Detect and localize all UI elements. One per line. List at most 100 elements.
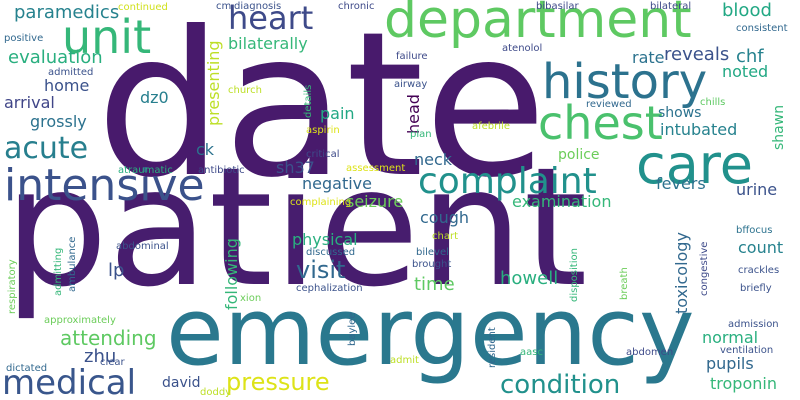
word-doddy: doddy: [200, 387, 232, 398]
word-crackles: crackles: [738, 265, 780, 276]
word-complaining: complaining: [290, 197, 352, 208]
word-paramedics: paramedics: [14, 2, 120, 23]
word-count: count: [738, 238, 784, 257]
word-positive: positive: [4, 33, 44, 44]
word-heart: heart: [228, 0, 314, 37]
word-abdominal: abdominal: [116, 241, 169, 252]
word-pain: pain: [320, 104, 355, 123]
word-critical: critical: [306, 149, 340, 160]
word-medical: medical: [2, 363, 137, 400]
word-emergency: emergency: [166, 278, 695, 387]
word-reviewed: reviewed: [586, 99, 632, 110]
word-history: history: [542, 54, 708, 110]
word-shows: shows: [658, 105, 702, 121]
word-xion: xion: [240, 293, 262, 304]
word-complaint: complaint: [418, 161, 597, 202]
word-visit: visit: [296, 256, 346, 284]
word-time: time: [414, 274, 455, 295]
word-admission: admission: [728, 319, 779, 330]
word-church: church: [228, 85, 262, 96]
word-chart: chart: [432, 231, 458, 242]
word-ambulance: ambulance: [67, 236, 78, 292]
word-pupils: pupils: [706, 354, 754, 373]
word-noted: noted: [722, 62, 769, 81]
word-clear: clear: [100, 357, 125, 368]
word-brought: brought: [412, 259, 452, 270]
word-troponin: troponin: [710, 374, 777, 393]
word-admitted: admitted: [48, 67, 94, 78]
word-condition: condition: [500, 370, 621, 400]
word-chf: chf: [736, 46, 764, 67]
word-baylee: baylee: [347, 312, 358, 346]
word-diagnosis: diagnosis: [234, 1, 282, 12]
word-fevers: fevers: [656, 174, 706, 193]
word-chronic: chronic: [338, 1, 375, 12]
word-date: date: [96, 0, 547, 222]
word-continued: continued: [118, 2, 168, 13]
word-details: details: [303, 84, 314, 118]
word-bffocus: bffocus: [736, 225, 773, 236]
word-evaluation: evaluation: [8, 47, 103, 68]
word-disposition: disposition: [569, 248, 580, 302]
word-police: police: [558, 147, 600, 163]
word-zhu: zhu: [84, 346, 117, 367]
word-negative: negative: [302, 174, 372, 193]
word-ventilation: ventilation: [720, 345, 774, 356]
word-lp: lp: [108, 260, 125, 281]
word-respiratory: respiratory: [7, 259, 18, 314]
word-howell: howell: [500, 268, 559, 289]
word-bilateral: bilateral: [650, 1, 692, 12]
word-presenting: presenting: [204, 40, 223, 126]
word-blood: blood: [722, 0, 772, 21]
word-plan: plan: [410, 129, 432, 140]
word-neck: neck: [414, 150, 453, 169]
word-airway: airway: [394, 79, 428, 90]
word-david: david: [162, 375, 201, 391]
word-resident: resident: [487, 327, 498, 368]
word-rate: rate: [632, 48, 665, 67]
word-intubated: intubated: [660, 120, 738, 139]
word-bibasilar: bibasilar: [536, 1, 579, 12]
word-acute: acute: [4, 131, 89, 166]
word-antibiotic: antibiotic: [198, 165, 245, 176]
word-physical: physical: [292, 230, 358, 249]
word-unit: unit: [62, 10, 152, 64]
word-abdomen: abdomen: [626, 347, 674, 358]
word-atraumatic: atraumatic: [118, 165, 173, 176]
word-examination: examination: [512, 192, 612, 211]
word-discussed: discussed: [306, 247, 356, 258]
word-chills: chills: [700, 97, 726, 108]
word-care: care: [636, 133, 754, 196]
word-bilevel: bilevel: [416, 247, 449, 258]
word-afebrile: afebrile: [472, 121, 510, 132]
word-dz0: dz0: [140, 88, 169, 107]
word-bilaterally: bilaterally: [228, 34, 308, 53]
word-chest: chest: [538, 96, 663, 150]
word-consistent: consistent: [736, 23, 788, 34]
word-aspirin: aspirin: [306, 125, 340, 136]
word-normal: normal: [702, 328, 759, 347]
word-home: home: [44, 76, 90, 95]
word-shawn: shawn: [771, 104, 787, 150]
word-arrival: arrival: [4, 93, 55, 112]
word-toxicology: toxicology: [672, 232, 691, 314]
word-admit: admit: [390, 355, 419, 366]
word-sh37: sh37: [276, 158, 315, 177]
word-urine: urine: [736, 180, 778, 199]
word-grossly: grossly: [30, 112, 87, 131]
word-reveals: reveals: [664, 44, 730, 65]
word-assessment: assessment: [346, 163, 406, 174]
word-approximately: approximately: [44, 315, 116, 326]
word-cephalization: cephalization: [296, 283, 363, 294]
word-attending: attending: [60, 326, 157, 350]
word-intensive: intensive: [4, 160, 205, 211]
word-seizure: seizure: [346, 192, 404, 211]
word-atenolol: atenolol: [502, 43, 543, 54]
word-briefly: briefly: [740, 283, 772, 294]
word-congestive: congestive: [699, 241, 710, 296]
word-failure: failure: [396, 51, 428, 62]
word-ck: ck: [196, 140, 215, 159]
word-aasc: aasc: [520, 347, 543, 358]
word-admitting: admitting: [53, 247, 64, 296]
